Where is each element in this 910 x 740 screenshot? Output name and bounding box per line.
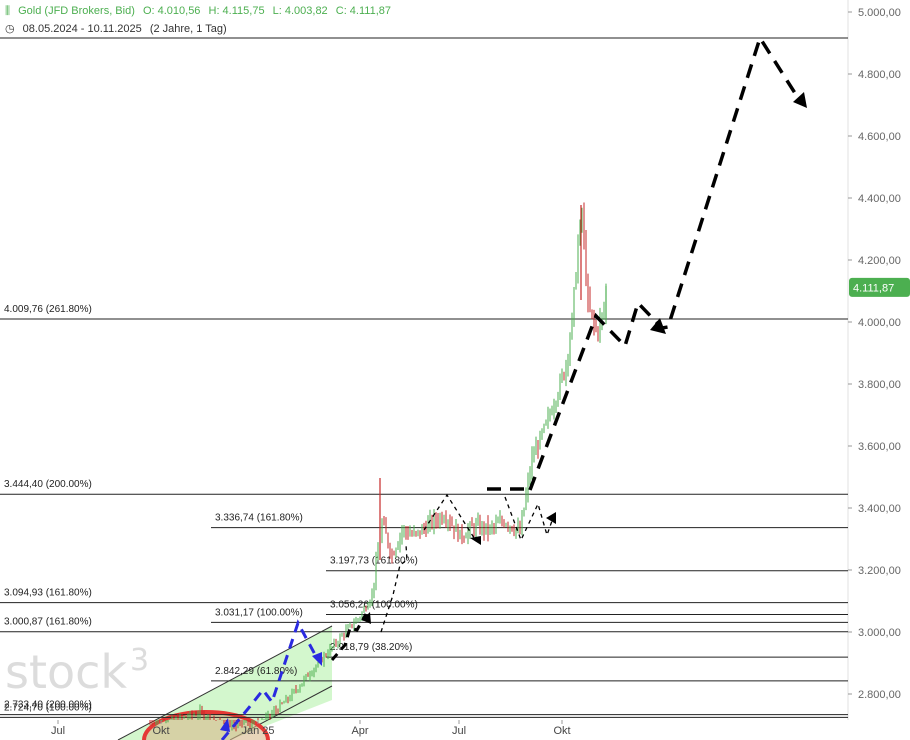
arrowhead-lower (362, 612, 371, 624)
fib-level-label: 3.031,17 (100.00%) (215, 607, 303, 618)
clock-icon: ◷ (5, 23, 15, 35)
instrument-name: Gold (JFD Brokers, Bid) (18, 5, 135, 17)
chart-header-quote: ⫼ Gold (JFD Brokers, Bid) O: 4.010,56 H:… (5, 5, 396, 18)
fib-level-label: 3.094,93 (161.80%) (4, 588, 92, 599)
y-tick-label: 2.800,00 (858, 689, 901, 701)
period-label: (2 Jahre, 1 Tag) (149, 23, 227, 35)
x-tick-label: Okt (152, 725, 169, 737)
fib-level-label: 3.000,87 (161.80%) (4, 617, 92, 628)
y-tick-label: 4.400,00 (858, 193, 901, 205)
arrow-heads (220, 92, 807, 732)
y-tick-label: 3.800,00 (858, 379, 901, 391)
candles (149, 202, 607, 732)
x-tick-label: Jul (452, 725, 466, 737)
x-axis: Jul Okt Jan 25 Apr Jul Okt (51, 720, 571, 737)
x-tick-label: Apr (351, 725, 368, 737)
bar-chart-icon: ⫼ (5, 5, 11, 17)
last-price-label: 4.111,87 (853, 282, 894, 294)
date-range: 08.05.2024 - 10.11.2025 (22, 23, 142, 35)
fib-level-label: 3.056,26 (100.00%) (330, 600, 418, 611)
fib-level-label: 3.336,74 (161.80%) (215, 513, 303, 524)
close-value: C: 4.111,87 (335, 5, 391, 17)
stock3-logo: stock 3 (5, 643, 149, 699)
y-tick-label: 5.000,00 (858, 7, 901, 19)
fib-levels: 4.009,76 (261.80%) 3.444,40 (200.00%) 3.33… (0, 37, 848, 718)
thin-projection-2 (504, 496, 554, 542)
x-tick-label: Jul (51, 725, 65, 737)
x-tick-label: Okt (553, 725, 570, 737)
svg-text:3: 3 (130, 643, 149, 678)
fib-level-label: 3.444,40 (200.00%) (4, 479, 92, 490)
fib-level-label: 2.724,70 (100.00%) (4, 702, 92, 713)
y-tick-label: 3.600,00 (858, 441, 901, 453)
thin-projection-3 (380, 544, 408, 633)
arrowhead-1 (470, 536, 481, 545)
highlight-ellipse (142, 710, 270, 740)
y-axis: 5.000,00 4.800,00 4.600,00 4.400,00 4.200,00… (848, 7, 901, 701)
y-tick-label: 3.400,00 (858, 503, 901, 515)
projection-arrows (220, 33, 802, 740)
y-tick-label: 4.000,00 (858, 317, 901, 329)
fib-level-label: 3.197,73 (161.80%) (330, 556, 418, 567)
main-projection-path (528, 33, 802, 491)
fib-level-label: 4.009,76 (261.80%) (4, 304, 92, 315)
last-price-tag: 4.111,87 (849, 277, 910, 297)
low-value: L: 4.003,82 (272, 5, 328, 17)
arrowhead-2 (546, 512, 556, 524)
y-tick-label: 4.800,00 (858, 69, 901, 81)
fib-level-label: 2.918,79 (38.20%) (330, 642, 412, 653)
y-tick-label: 4.600,00 (858, 131, 901, 143)
blue-projection-path (220, 619, 320, 740)
fib-level-label: 2.842,29 (61.80%) (215, 666, 297, 677)
chart-header-range: ◷ 08.05.2024 - 10.11.2025 (2 Jahre, 1 Ta… (5, 22, 232, 35)
arrowhead-blue (312, 652, 322, 666)
y-tick-label: 3.000,00 (858, 627, 901, 639)
y-tick-label: 3.200,00 (858, 565, 901, 577)
high-value: H: 4.115,75 (208, 5, 265, 17)
x-tick-label: Jan 25 (241, 725, 274, 737)
y-tick-label: 4.200,00 (858, 255, 901, 267)
arrowhead-blue-start (220, 718, 230, 732)
arrowhead-dip (650, 318, 666, 334)
fib-level-label: 2.733,40 (200.00%) (4, 700, 92, 711)
svg-text:stock: stock (5, 645, 127, 699)
open-value: O: 4.010,56 (142, 5, 201, 17)
arrowhead-end (793, 92, 807, 108)
thin-projection-1 (423, 493, 477, 542)
